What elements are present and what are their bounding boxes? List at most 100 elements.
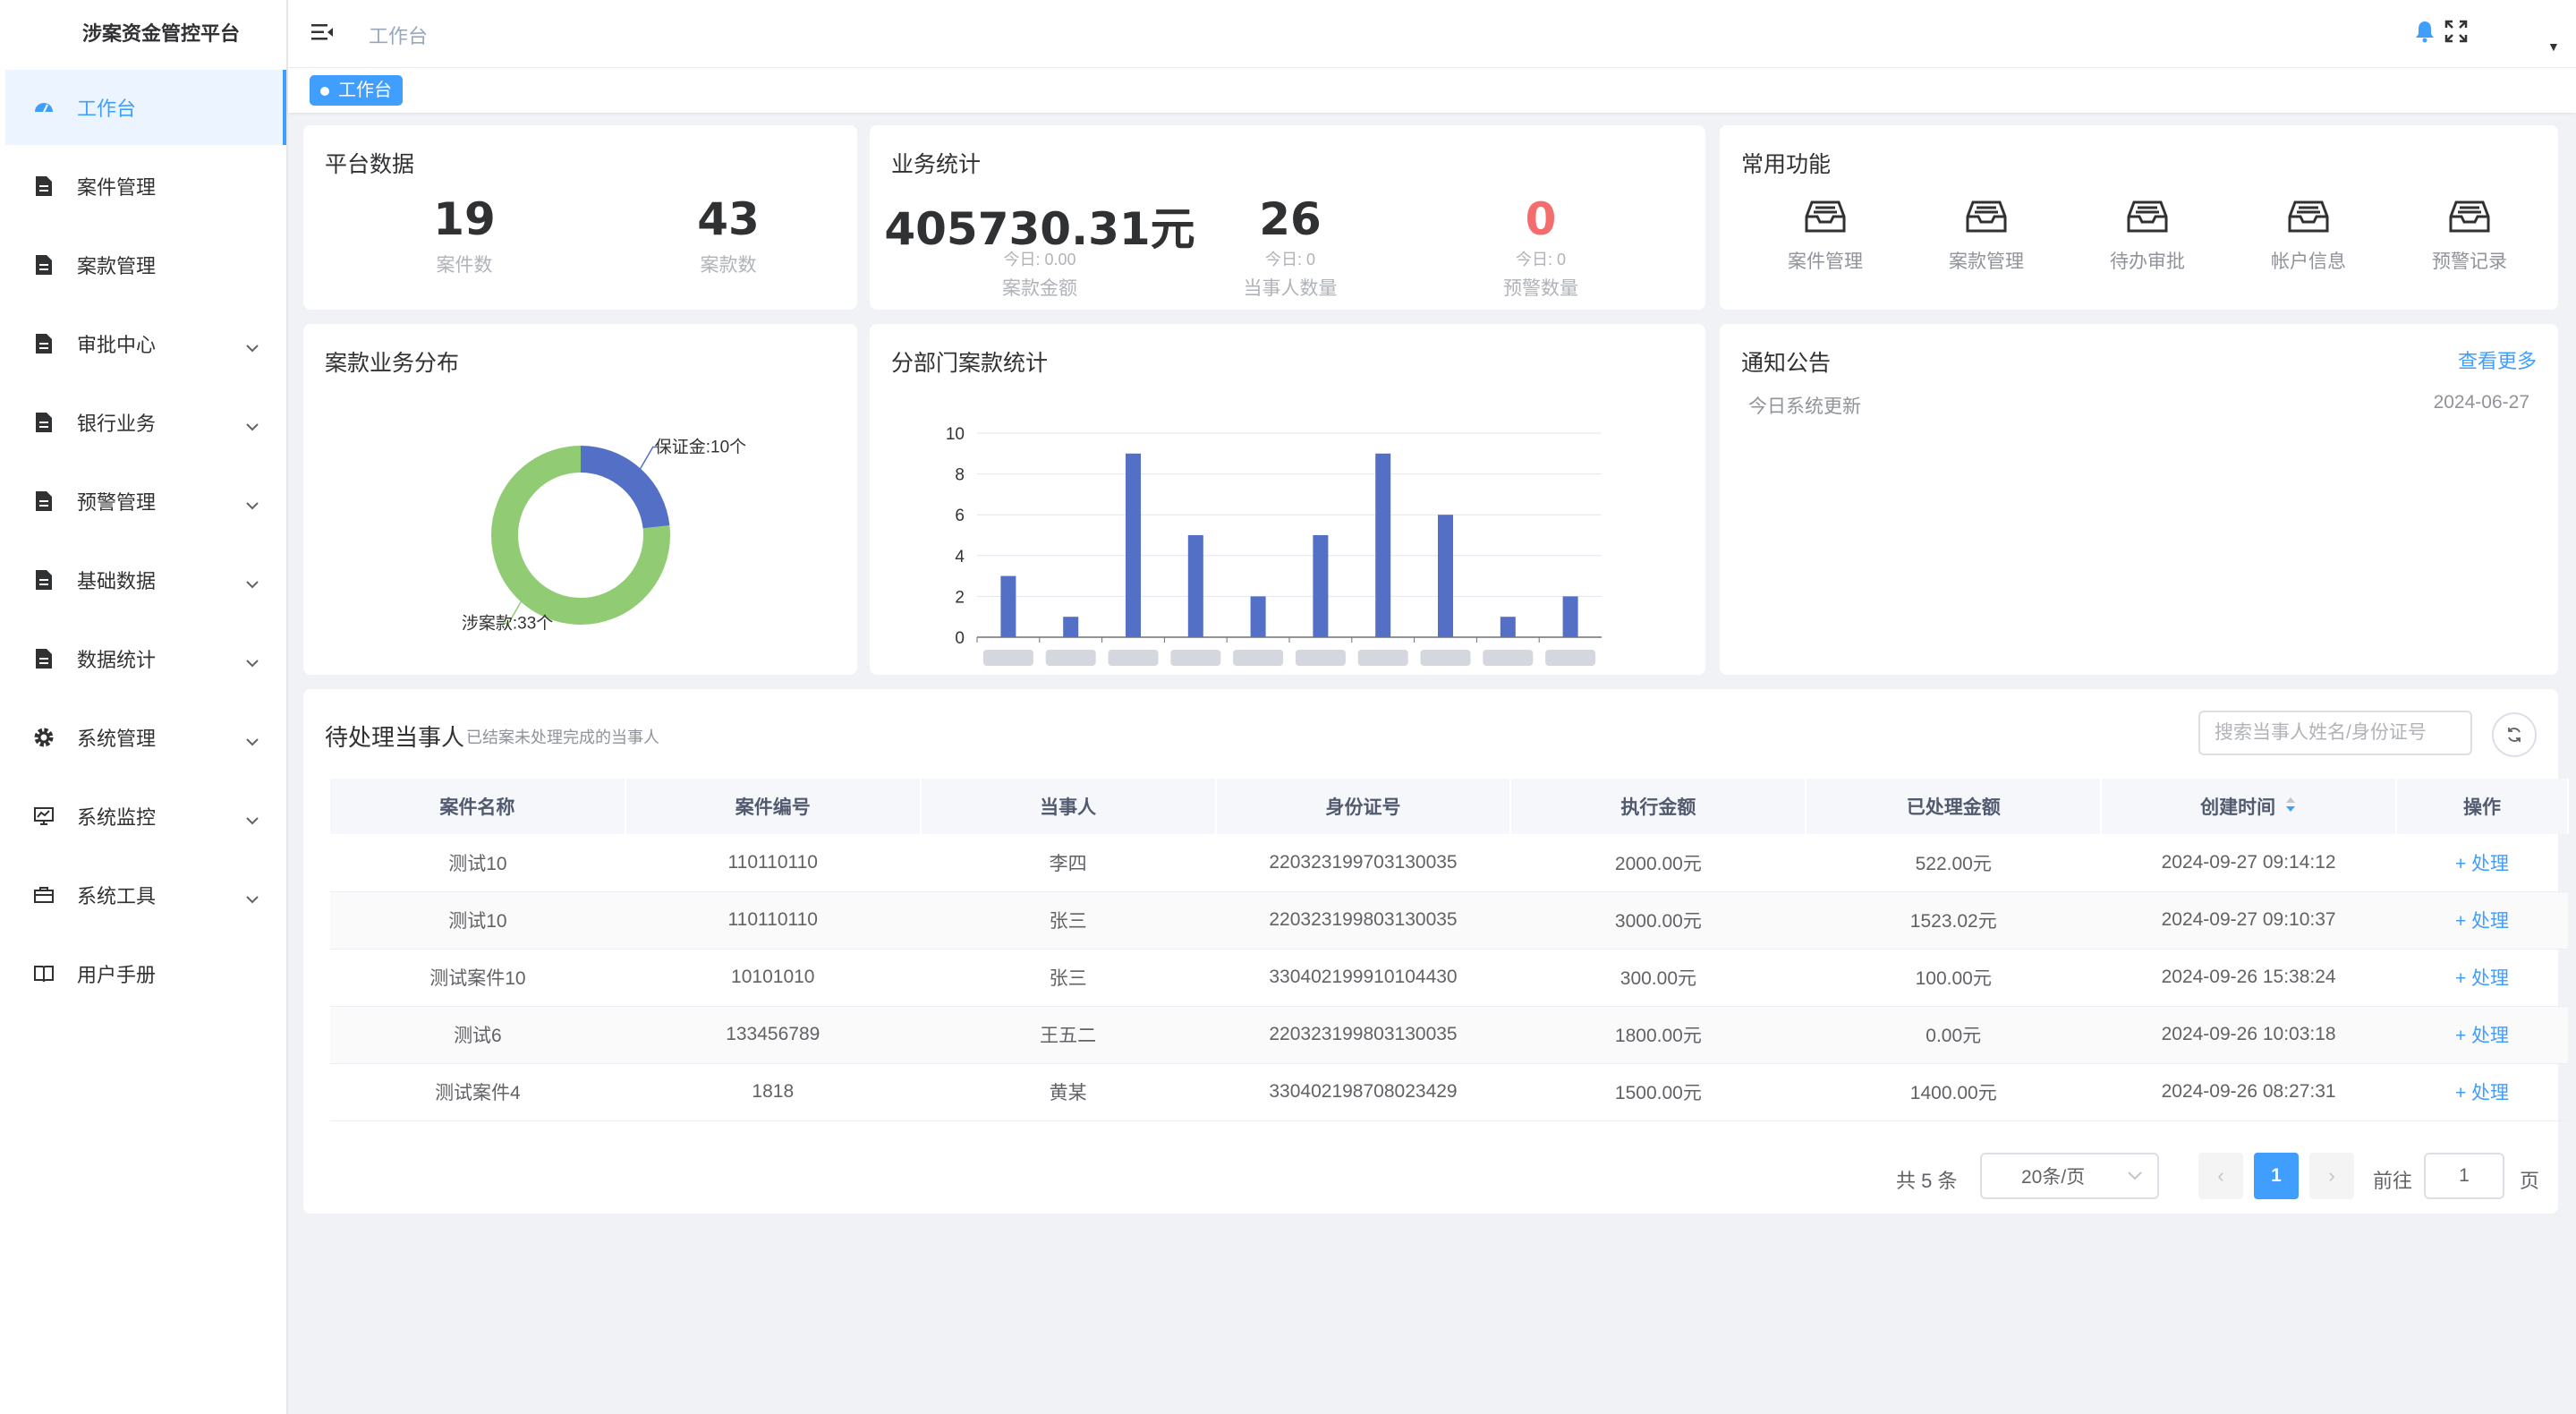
sidebar-item-label: 预警管理 <box>77 491 157 514</box>
sort-icon[interactable] <box>2284 797 2297 818</box>
sidebar-item-label: 工作台 <box>77 98 137 120</box>
column-header-label: 操作 <box>2463 797 2502 818</box>
sidebar-item-10[interactable]: 系统工具 <box>5 857 286 933</box>
sidebar-item-8[interactable]: 系统管理 <box>5 700 286 775</box>
document-icon <box>32 490 55 513</box>
sidebar-item-4[interactable]: 银行业务 <box>5 385 286 460</box>
process-button[interactable]: + 处理 <box>2454 968 2510 989</box>
view-more-link[interactable]: 查看更多 <box>2457 350 2537 372</box>
x-category-label-blurred <box>1295 650 1346 666</box>
quick-functions-card: 常用功能 案件管理 案款管理 待办审批 帐户信息 预警记录 <box>1720 125 2558 310</box>
process-button[interactable]: + 处理 <box>2454 911 2510 932</box>
app-title: 涉案资金管控平台 <box>81 22 240 45</box>
sidebar-item-6[interactable]: 基础数据 <box>5 542 286 618</box>
bar-3[interactable] <box>1187 535 1203 637</box>
document-icon <box>32 411 55 434</box>
table-cell: 测试10 <box>330 834 625 892</box>
sidebar-item-3[interactable]: 审批中心 <box>5 306 286 381</box>
search-input[interactable] <box>2198 711 2472 755</box>
party-count-label: 当事人数量 <box>1243 278 1338 299</box>
sidebar-item-2[interactable]: 案款管理 <box>5 227 286 302</box>
table-row: 测试6 133456789 王五二 220323199803130035 1800.00… <box>330 1006 2568 1064</box>
table-cell: 522.00元 <box>1806 834 2102 892</box>
page-size-select[interactable]: 20条/页 <box>1980 1153 2159 1199</box>
user-dropdown-caret-icon[interactable]: ▼ <box>2547 39 2560 54</box>
table-cell: 2024-09-26 15:38:24 <box>2101 949 2397 1007</box>
column-header-label: 创建时间 <box>2200 797 2276 818</box>
quick-function-0[interactable]: 案件管理 <box>1772 199 1879 274</box>
bar-0[interactable] <box>1000 575 1016 637</box>
bar-6[interactable] <box>1375 453 1391 637</box>
sidebar-item-0[interactable]: 工作台 <box>5 70 286 145</box>
bar-1[interactable] <box>1063 617 1079 637</box>
sidebar-item-5[interactable]: 预警管理 <box>5 464 286 539</box>
prev-page-button[interactable]: ‹ <box>2198 1153 2243 1199</box>
bar-5[interactable] <box>1313 535 1329 637</box>
tag-workbench[interactable]: 工作台 <box>310 75 403 106</box>
quick-function-2[interactable]: 待办审批 <box>2094 199 2201 274</box>
y-tick-label: 10 <box>946 425 965 444</box>
quick-function-1[interactable]: 案款管理 <box>1933 199 2040 274</box>
next-page-button[interactable]: › <box>2309 1153 2354 1199</box>
fullscreen-icon[interactable] <box>2444 20 2468 47</box>
table-row: 测试10 110110110 李四 220323199703130035 2000.00… <box>330 834 2568 892</box>
table-subtitle: 已结案未处理完成的当事人 <box>466 728 659 746</box>
page-number-1[interactable]: 1 <box>2254 1153 2299 1199</box>
document-icon <box>32 175 55 198</box>
y-tick-label: 6 <box>955 507 965 525</box>
table-cell: 100.00元 <box>1806 949 2102 1007</box>
menu-toggle-icon[interactable] <box>310 20 335 49</box>
toolbox-icon <box>32 883 55 907</box>
goto-label: 前往 <box>2373 1170 2413 1192</box>
sidebar-item-7[interactable]: 数据统计 <box>5 621 286 696</box>
column-header-label: 已处理金额 <box>1906 797 2001 818</box>
card-title: 通知公告 <box>1741 351 1832 376</box>
sidebar-item-label: 审批中心 <box>77 334 157 356</box>
notice-card: 通知公告 查看更多 今日系统更新 2024-06-27 <box>1720 324 2558 675</box>
x-category-label-blurred <box>1045 650 1096 666</box>
goto-page-input[interactable] <box>2424 1153 2504 1199</box>
sidebar-item-9[interactable]: 系统监控 <box>5 779 286 854</box>
document-icon <box>32 332 55 355</box>
sidebar-item-1[interactable]: 案件管理 <box>5 149 286 224</box>
gear-icon <box>32 726 55 749</box>
dashboard-icon <box>32 96 55 119</box>
x-category-label-blurred <box>1357 650 1408 666</box>
process-button[interactable]: + 处理 <box>2454 853 2510 874</box>
notice-item-title[interactable]: 今日系统更新 <box>1748 396 1861 417</box>
quick-function-label: 待办审批 <box>2110 251 2185 272</box>
bar-8[interactable] <box>1500 617 1516 637</box>
bar-2[interactable] <box>1126 453 1141 637</box>
column-header-6[interactable]: 创建时间 <box>2101 779 2398 834</box>
top-header: 工作台 ▼ <box>288 0 2576 68</box>
quick-function-3[interactable]: 帐户信息 <box>2255 199 2362 274</box>
process-button[interactable]: + 处理 <box>2454 1026 2510 1046</box>
sidebar-item-11[interactable]: 用户手册 <box>5 936 286 1011</box>
refresh-icon <box>2508 728 2521 742</box>
chevron-down-icon <box>245 728 259 752</box>
y-tick-label: 0 <box>955 629 965 648</box>
bell-icon[interactable] <box>2415 20 2435 47</box>
bar-9[interactable] <box>1562 596 1578 637</box>
quick-function-4[interactable]: 预警记录 <box>2416 199 2523 274</box>
table-cell: 李四 <box>920 834 1216 892</box>
warning-count-label: 预警数量 <box>1503 278 1578 299</box>
card-title: 常用功能 <box>1741 152 1832 177</box>
table-row: 测试案件10 10101010 张三 330402199910104430 300.00… <box>330 949 2568 1007</box>
refresh-button[interactable] <box>2492 712 2537 757</box>
breadcrumb[interactable]: 工作台 <box>369 25 429 47</box>
sidebar-item-label: 案件管理 <box>77 176 157 199</box>
table-cell: 3000.00元 <box>1510 891 1807 950</box>
sidebar-item-label: 系统工具 <box>77 885 157 907</box>
pagination-total: 共 5 条 <box>1896 1170 1958 1192</box>
bar-4[interactable] <box>1250 596 1266 637</box>
action-cell: + 处理 <box>2396 1063 2568 1121</box>
process-button[interactable]: + 处理 <box>2454 1083 2510 1103</box>
bar-7[interactable] <box>1438 515 1453 637</box>
column-header-label: 执行金额 <box>1620 797 1696 818</box>
table-cell: 黄某 <box>920 1063 1216 1121</box>
page-size-value: 20条/页 <box>2021 1167 2086 1188</box>
donut-slice-1[interactable] <box>491 446 670 625</box>
quick-function-label: 案款管理 <box>1949 251 2024 272</box>
case-count-value: 19 <box>433 193 496 245</box>
